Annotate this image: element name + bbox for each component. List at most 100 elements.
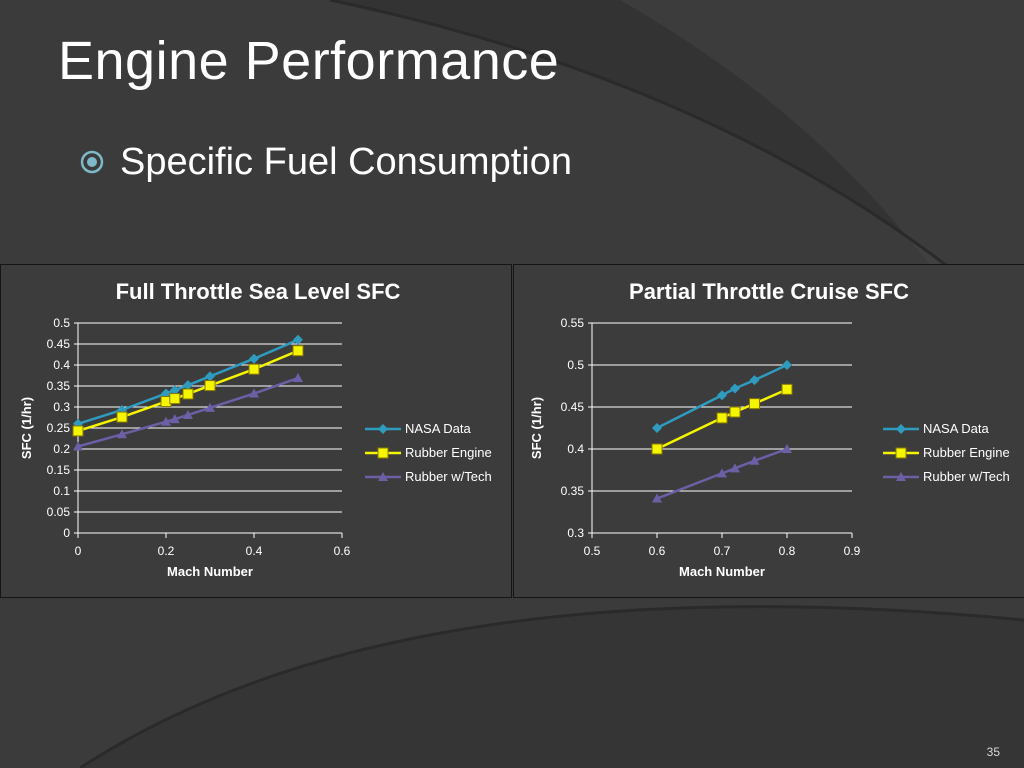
legend-marker (378, 424, 388, 434)
y-tick-label: 0.5 (567, 358, 584, 372)
chart-full-throttle-panel: Full Throttle Sea Level SFC 0 0.05 0.1 0.15 0… (0, 264, 512, 598)
chart-partial-throttle: Partial Throttle Cruise SFC 0.3 0.35 0.4 0.4… (529, 279, 1010, 579)
y-tick-label: 0.15 (47, 463, 71, 477)
y-tick-label: 0.45 (47, 337, 71, 351)
legend-marker (895, 447, 907, 459)
x-axis-label: Mach Number (679, 564, 765, 579)
data-point (717, 468, 727, 478)
y-tick-label: 0.3 (53, 400, 70, 414)
bullet-item: Specific Fuel Consumption (80, 140, 572, 184)
data-point (249, 353, 259, 364)
data-point (169, 385, 180, 396)
data-point (183, 409, 193, 419)
legend-entry-rubber-w-tech: Rubber w/Tech (883, 469, 1010, 484)
data-point (248, 363, 260, 375)
x-tick-label: 0.8 (779, 544, 796, 558)
legend-marker (896, 472, 906, 481)
y-tick-label: 0.5 (53, 316, 70, 330)
y-tick-label: 0.4 (53, 358, 70, 372)
slide-title: Engine Performance (58, 31, 560, 91)
y-tick-label: 0.55 (561, 316, 585, 330)
series-rubber-w-tech (73, 373, 303, 451)
series-line-rubber-engine (77, 349, 299, 433)
series-rubber-engine (651, 383, 793, 455)
legend-label: NASA Data (923, 421, 990, 436)
y-tick-label: 0.35 (561, 484, 585, 498)
y-axis-label: SFC (1/hr) (529, 397, 544, 459)
data-point (182, 388, 194, 400)
circle-bullet-icon (80, 150, 104, 174)
x-tick-label: 0.2 (158, 544, 175, 558)
data-point (249, 388, 259, 398)
x-tick-label: 0.9 (844, 544, 861, 558)
legend-entry-rubber-engine: Rubber Engine (365, 445, 492, 460)
data-point (749, 375, 760, 386)
chart-title: Full Throttle Sea Level SFC (116, 279, 401, 304)
y-tick-label: 0.4 (567, 442, 584, 456)
data-point (161, 416, 171, 426)
data-point (205, 371, 215, 382)
data-point (717, 390, 727, 401)
chart-full-throttle: Full Throttle Sea Level SFC 0 0.05 0.1 0.15 0… (19, 279, 492, 579)
y-axis-label: SFC (1/hr) (19, 397, 34, 459)
x-axis-label: Mach Number (167, 564, 253, 579)
data-point (169, 414, 180, 424)
data-point (651, 443, 663, 455)
x-tick-label: 0 (75, 544, 82, 558)
legend-marker (377, 447, 389, 459)
legend-entry-nasa-data: NASA Data (883, 421, 990, 436)
data-point (781, 383, 793, 395)
legend-label: NASA Data (405, 421, 472, 436)
legend-entry-nasa-data: NASA Data (365, 421, 472, 436)
page-number: 35 (986, 745, 1000, 759)
data-point (730, 463, 740, 473)
legend-entry-rubber-engine: Rubber Engine (883, 445, 1010, 460)
series-line-rubber-w-tech (77, 376, 299, 448)
y-tick-label: 0.2 (53, 442, 70, 456)
data-point (183, 380, 193, 391)
x-tick-label: 0.7 (714, 544, 731, 558)
x-tick-label: 0.5 (584, 544, 601, 558)
data-point (205, 402, 215, 412)
legend-label: Rubber Engine (405, 445, 492, 460)
data-point (749, 398, 760, 410)
series-rubber-engine (72, 345, 304, 437)
chart-partial-throttle-panel: Partial Throttle Cruise SFC 0.3 0.35 0.4 0.4… (513, 264, 1024, 598)
x-tick-label: 0.6 (334, 544, 351, 558)
data-point (749, 455, 760, 465)
series-nasa-data (652, 360, 792, 433)
y-tick-label: 0.3 (567, 526, 584, 540)
legend-label: Rubber Engine (923, 445, 1010, 460)
legend-label: Rubber w/Tech (923, 469, 1010, 484)
data-point (293, 334, 303, 345)
data-point (117, 429, 127, 439)
series-rubber-w-tech (652, 444, 792, 503)
y-tick-label: 0 (63, 526, 70, 540)
series-line-nasa-data (77, 338, 299, 425)
bullet-text: Specific Fuel Consumption (120, 140, 572, 183)
data-point (729, 406, 741, 418)
data-point (716, 412, 728, 424)
y-tick-label: 0.1 (53, 484, 70, 498)
data-point (293, 373, 303, 383)
data-point (73, 441, 83, 451)
legend-label: Rubber w/Tech (405, 469, 492, 484)
legend-marker (378, 472, 388, 481)
data-point (782, 360, 792, 370)
data-point (72, 425, 84, 437)
data-point (169, 393, 181, 405)
y-tick-label: 0.35 (47, 379, 71, 393)
legend-marker (896, 424, 906, 434)
x-tick-label: 0.4 (246, 544, 263, 558)
data-point (652, 493, 662, 503)
y-tick-label: 0.45 (561, 400, 585, 414)
x-tick-label: 0.6 (649, 544, 666, 558)
data-point (652, 423, 662, 433)
y-tick-label: 0.25 (47, 421, 71, 435)
y-tick-label: 0.05 (47, 505, 71, 519)
data-point (116, 411, 128, 423)
data-point (782, 444, 792, 453)
data-point (292, 345, 304, 357)
legend-entry-rubber-w-tech: Rubber w/Tech (365, 469, 492, 484)
data-point (204, 380, 216, 392)
